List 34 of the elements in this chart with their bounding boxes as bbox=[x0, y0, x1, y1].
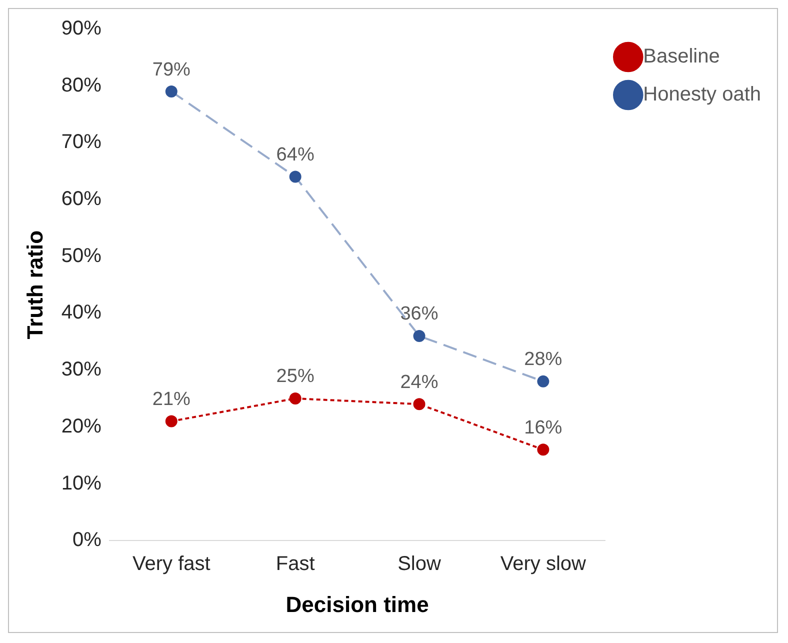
y-tick-label: 0% bbox=[72, 529, 102, 552]
point bbox=[289, 170, 302, 183]
y-tick-label: 40% bbox=[61, 302, 102, 324]
legend-label: Honesty oath bbox=[643, 84, 762, 106]
data-label: 16% bbox=[524, 417, 562, 438]
y-tick-label: 90% bbox=[61, 18, 102, 40]
point bbox=[165, 86, 178, 98]
x-tick-label: Fast bbox=[276, 553, 316, 576]
legend-label: Baseline bbox=[643, 46, 720, 68]
point bbox=[413, 398, 426, 410]
data-label: 28% bbox=[524, 349, 562, 370]
data-label: 25% bbox=[276, 366, 314, 388]
y-axis-title: Truth ratio bbox=[22, 230, 48, 340]
point bbox=[537, 444, 550, 456]
point bbox=[165, 415, 178, 428]
x-tick-label: Very fast bbox=[132, 553, 211, 576]
data-label: 79% bbox=[152, 59, 191, 80]
data-label: 24% bbox=[400, 372, 438, 393]
point bbox=[413, 330, 426, 342]
x-axis-title: Decision time bbox=[286, 592, 429, 617]
point bbox=[537, 375, 550, 388]
data-label: 36% bbox=[400, 304, 438, 325]
point bbox=[289, 392, 302, 404]
x-tick-label: Slow bbox=[398, 553, 442, 576]
y-tick-label: 50% bbox=[61, 244, 102, 267]
data-label: 64% bbox=[276, 144, 314, 166]
y-tick-label: 70% bbox=[61, 131, 102, 154]
x-tick-label: Very slow bbox=[500, 553, 587, 576]
y-tick-label: 20% bbox=[61, 415, 102, 438]
y-tick-label: 80% bbox=[61, 74, 102, 96]
y-tick-label: 60% bbox=[61, 188, 102, 210]
data-label: 21% bbox=[152, 388, 191, 410]
y-tick-label: 10% bbox=[61, 472, 102, 494]
y-tick-label: 30% bbox=[61, 358, 102, 381]
